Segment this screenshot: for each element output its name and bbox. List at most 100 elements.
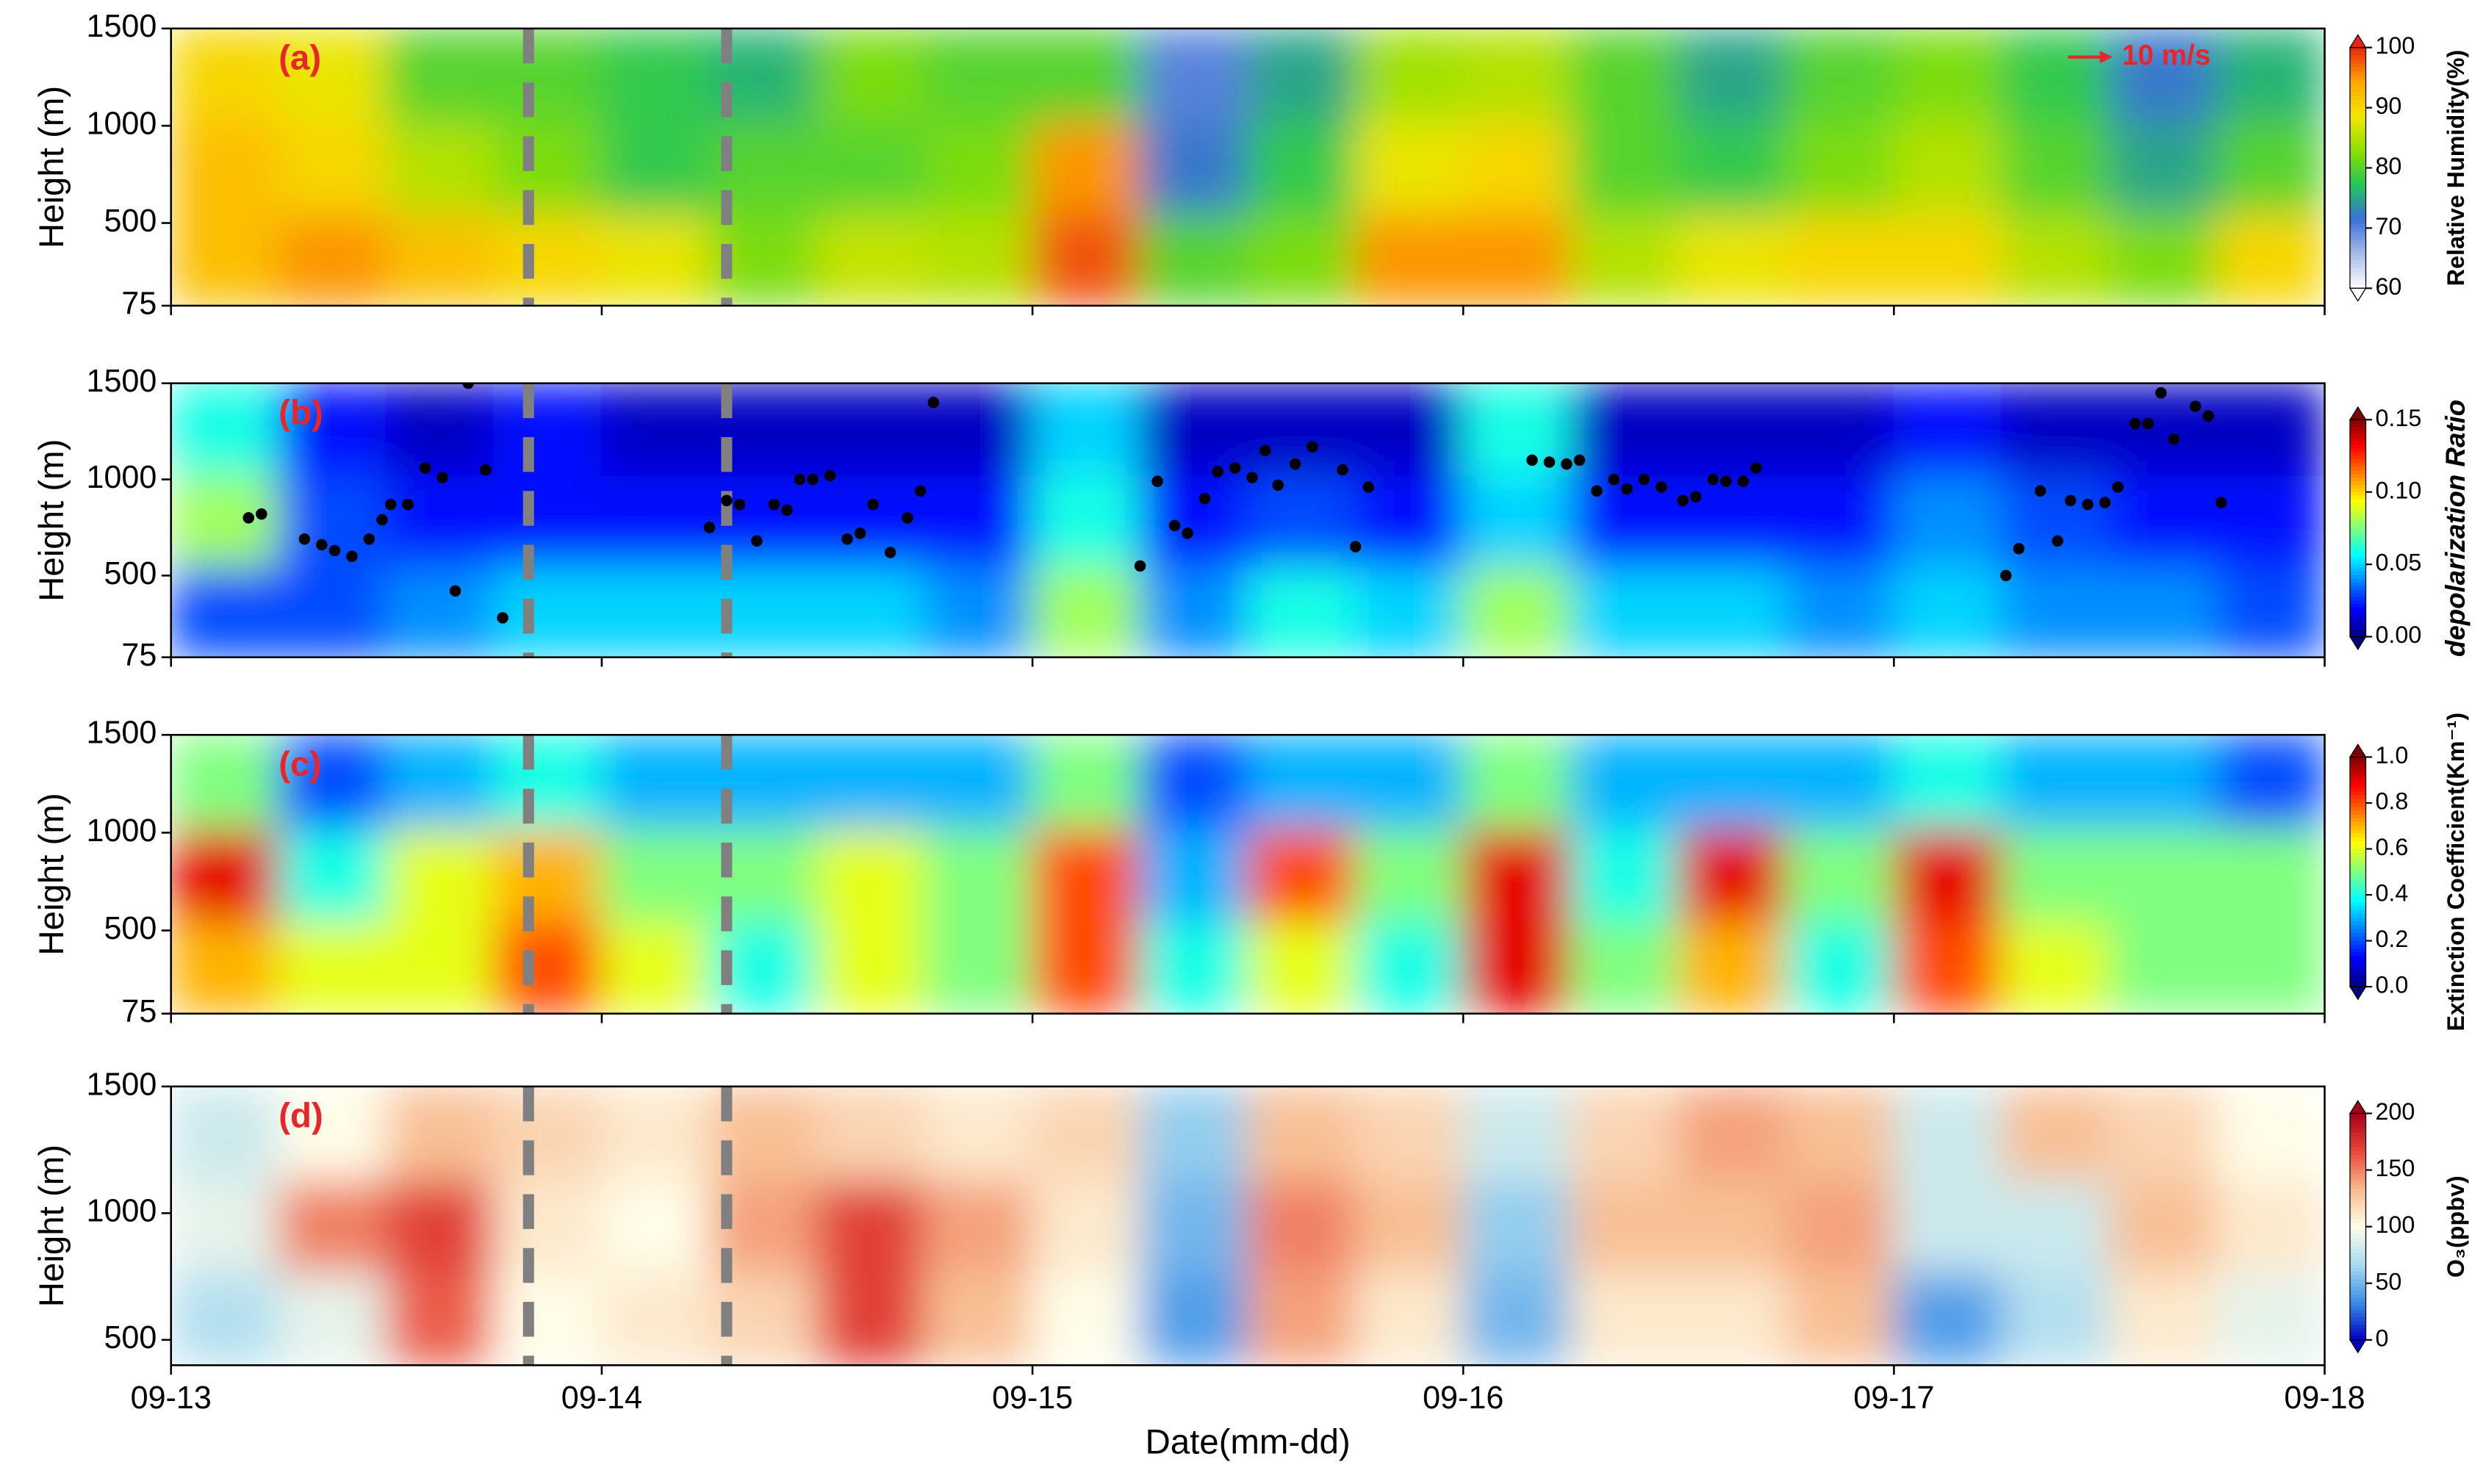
heatmap-cell bbox=[385, 735, 495, 829]
pbl-point bbox=[914, 485, 927, 497]
heatmap-cell bbox=[1247, 826, 1357, 922]
colorbar-tick-label: 100 bbox=[2375, 32, 2415, 59]
heatmap-cell bbox=[600, 28, 711, 122]
heatmap-cell bbox=[2108, 735, 2218, 829]
heatmap-cell bbox=[2216, 212, 2325, 306]
colorbar-slice bbox=[2349, 1286, 2366, 1292]
colorbar-slice bbox=[2349, 837, 2366, 843]
colorbar-slice bbox=[2349, 772, 2366, 777]
colorbar-slice bbox=[2349, 427, 2366, 432]
colorbar-label: depolarization Ratio bbox=[2440, 400, 2471, 657]
colorbar-slice bbox=[2349, 963, 2366, 969]
heatmap-cell bbox=[278, 28, 387, 122]
heatmap-cell bbox=[1354, 1086, 1465, 1181]
heatmap-cell bbox=[1354, 120, 1465, 215]
colorbar-slice bbox=[2349, 478, 2366, 483]
colorbar-slice bbox=[2349, 1245, 2366, 1250]
pbl-point bbox=[1259, 444, 1271, 457]
colorbar-slice bbox=[2349, 228, 2366, 234]
heatmap-cell bbox=[1031, 565, 1141, 658]
heatmap-cell bbox=[1785, 120, 1895, 215]
colorbar-slice bbox=[2349, 107, 2366, 113]
heatmap-cell bbox=[2216, 383, 2325, 476]
colorbar-tick-label: 0.4 bbox=[2375, 880, 2408, 907]
heatmap-cell bbox=[924, 28, 1034, 122]
heatmap-cell bbox=[1247, 735, 1357, 829]
heatmap-cell bbox=[600, 212, 711, 306]
colorbar-slice bbox=[2349, 99, 2366, 105]
colorbar-slice bbox=[2349, 776, 2366, 782]
colorbar-slice bbox=[2349, 491, 2366, 497]
heatmap-cell bbox=[170, 28, 280, 122]
colorbar-slice bbox=[2349, 510, 2366, 515]
colorbar-slice bbox=[2349, 1136, 2366, 1141]
heatmap-cell bbox=[1570, 735, 1680, 829]
heatmap-cell bbox=[924, 920, 1034, 1014]
heatmap-cell bbox=[385, 473, 495, 567]
colorbar-slice bbox=[2349, 423, 2366, 428]
colorbar-slice bbox=[2349, 252, 2366, 257]
heatmap-cell bbox=[1354, 1178, 1465, 1273]
heatmap-cell bbox=[1893, 920, 2002, 1014]
heatmap-cell bbox=[1354, 28, 1465, 122]
heatmap-cell bbox=[1031, 1178, 1141, 1273]
heatmap-cell bbox=[1031, 1271, 1141, 1366]
heatmap-cell bbox=[1785, 735, 1895, 829]
heatmap-cells bbox=[170, 383, 2325, 658]
y-tick-label: 1500 bbox=[86, 1067, 157, 1102]
heatmap-cell bbox=[2108, 1086, 2218, 1181]
colorbar-slice bbox=[2349, 779, 2366, 785]
heatmap-cell bbox=[924, 120, 1034, 215]
heatmap-cell bbox=[1678, 473, 1787, 567]
y-tick-label: 1500 bbox=[86, 716, 157, 751]
colorbar-slice bbox=[2349, 1189, 2366, 1194]
colorbar-slice bbox=[2349, 200, 2366, 205]
colorbar-slice bbox=[2349, 171, 2366, 177]
heatmap-cell bbox=[1570, 383, 1680, 476]
colorbar-slice bbox=[2349, 452, 2366, 457]
colorbar-slice bbox=[2349, 444, 2366, 450]
colorbar-slice bbox=[2349, 535, 2366, 541]
pbl-point bbox=[298, 533, 311, 545]
colorbar-tick-label: 200 bbox=[2375, 1098, 2415, 1125]
heatmap-cell bbox=[1139, 212, 1249, 306]
colorbar-slice bbox=[2349, 871, 2366, 877]
heatmap bbox=[170, 1086, 2325, 1366]
panel-label: (d) bbox=[279, 1097, 323, 1136]
heatmap-cell bbox=[385, 1271, 495, 1366]
colorbar-slice bbox=[2349, 1302, 2366, 1307]
x-tick-label: 09-14 bbox=[561, 1380, 642, 1416]
heatmap-cell bbox=[2216, 28, 2325, 122]
colorbar-slice bbox=[2349, 151, 2366, 157]
colorbar-slice bbox=[2349, 557, 2366, 562]
heatmap-cell bbox=[2216, 120, 2325, 215]
colorbar-slice bbox=[2349, 1207, 2366, 1213]
pbl-point bbox=[1656, 481, 1667, 493]
colorbar-slice bbox=[2349, 604, 2366, 609]
colorbar-slice bbox=[2349, 1226, 2366, 1232]
heatmap-cell bbox=[1139, 920, 1249, 1014]
colorbar-slice bbox=[2349, 768, 2366, 774]
colorbar-slice bbox=[2349, 1143, 2366, 1149]
colorbar-slice bbox=[2349, 203, 2366, 209]
colorbar-slice bbox=[2349, 807, 2366, 812]
pbl-point bbox=[2216, 497, 2227, 508]
heatmap-cell bbox=[1893, 473, 2002, 567]
heatmap-cell bbox=[170, 826, 280, 922]
pbl-point bbox=[751, 535, 763, 547]
colorbar-tick-label: 50 bbox=[2375, 1268, 2401, 1294]
heatmap-cell bbox=[1893, 1178, 2002, 1273]
colorbar-slice bbox=[2349, 852, 2366, 858]
heatmap-cell bbox=[816, 1271, 926, 1366]
colorbar-slice bbox=[2349, 879, 2366, 885]
heatmap-cell bbox=[1785, 565, 1895, 658]
x-tick-label: 09-16 bbox=[1423, 1380, 1503, 1416]
colorbar-slice bbox=[2349, 1283, 2366, 1289]
pbl-point bbox=[1543, 456, 1556, 468]
heatmap bbox=[170, 28, 2325, 306]
heatmap-cell bbox=[1570, 212, 1680, 306]
colorbar-slice bbox=[2349, 195, 2366, 201]
pbl-point bbox=[841, 533, 853, 545]
pbl-point bbox=[794, 473, 806, 486]
colorbar-slice bbox=[2349, 1162, 2366, 1167]
